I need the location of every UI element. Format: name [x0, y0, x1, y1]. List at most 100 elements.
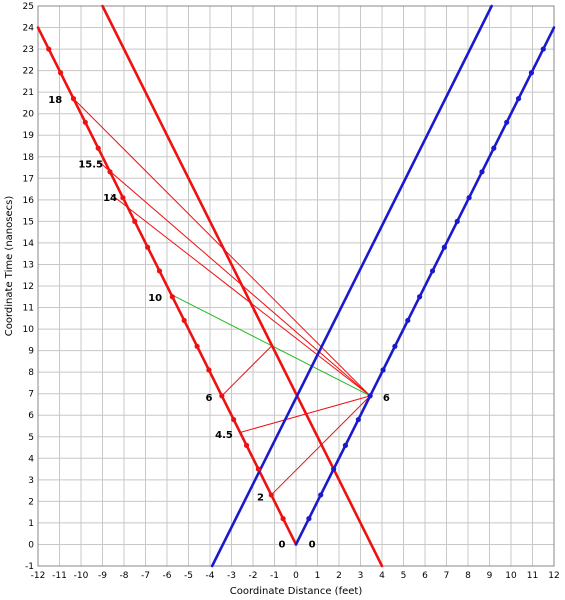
y-tick-label: 0 — [28, 540, 34, 550]
y-tick-label: 19 — [23, 131, 35, 141]
y-tick-label: 14 — [23, 239, 35, 249]
series-marker — [504, 119, 510, 125]
series-marker — [466, 195, 472, 201]
y-tick-label: 22 — [23, 67, 34, 77]
plot-border — [37, 5, 555, 567]
x-tick-label: -5 — [184, 571, 193, 581]
series-marker — [429, 268, 436, 274]
series-marker — [46, 46, 52, 52]
series-marker — [82, 119, 88, 125]
x-tick-label: -6 — [163, 571, 172, 581]
y-tick-label: 1 — [28, 519, 34, 529]
x-tick-label: -9 — [98, 571, 107, 581]
series-marker — [331, 466, 337, 472]
series-marker — [95, 145, 101, 151]
x-tick-label: 11 — [527, 571, 538, 581]
y-tick-label: 6 — [28, 411, 34, 421]
series-markers — [46, 46, 546, 522]
annotation-label: 0 — [279, 540, 286, 551]
series-marker — [243, 442, 250, 448]
y-tick-labels: -101234567891011121314151617181920212223… — [23, 2, 35, 572]
series-marker — [169, 294, 175, 300]
y-tick-label: 7 — [28, 390, 34, 400]
grid — [37, 5, 555, 567]
series-marker — [145, 244, 151, 250]
series-marker — [540, 46, 546, 52]
x-tick-label: -8 — [120, 571, 129, 581]
x-tick-label: -10 — [74, 571, 89, 581]
x-tick-label: 6 — [422, 571, 428, 581]
y-axis-label: Coordinate Time (nanosecs) — [4, 196, 15, 337]
series-marker — [120, 195, 126, 201]
y-tick-label: 2 — [28, 497, 34, 507]
series-marker — [107, 169, 113, 175]
series-marker — [306, 516, 312, 522]
y-tick-label: 3 — [28, 476, 34, 486]
y-tick-label: 25 — [23, 2, 34, 12]
x-tick-label: -12 — [31, 571, 46, 581]
annotation-label: 6 — [383, 393, 390, 404]
y-tick-label: 10 — [23, 325, 35, 335]
series-marker — [491, 145, 497, 151]
series-marker — [318, 492, 324, 498]
x-tick-label: 0 — [293, 571, 299, 581]
series-marker — [280, 516, 286, 522]
x-tick-label: -4 — [206, 571, 215, 581]
x-tick-label: -11 — [52, 571, 67, 581]
series-marker — [405, 317, 411, 324]
annotation-label: 14 — [103, 193, 117, 204]
x-tick-label: 4 — [379, 571, 385, 581]
series-marker — [70, 96, 77, 102]
annotation-label: 18 — [48, 95, 62, 106]
y-tick-label: 24 — [23, 24, 35, 34]
series-marker — [367, 393, 373, 399]
y-tick-label: 15 — [23, 217, 34, 227]
series-marker — [417, 294, 423, 300]
y-tick-label: 5 — [28, 433, 34, 443]
y-tick-label: 18 — [23, 153, 35, 163]
series-line-2 — [101, 4, 384, 568]
x-tick-label: 2 — [336, 571, 342, 581]
series-marker — [342, 442, 349, 448]
x-tick-label: 9 — [487, 571, 493, 581]
x-tick-label: 12 — [548, 571, 559, 581]
annotation-label: 4.5 — [215, 430, 233, 441]
series-line-3 — [210, 4, 493, 568]
x-tick-label: 5 — [401, 571, 407, 581]
plot-frame — [37, 5, 555, 567]
annotation-label: 0 — [309, 540, 316, 551]
x-tick-labels: -12 -11 -10 -9 -8 -7 -6 -5 -4 -3 -2 -1 0 1 2 3 4 5 6 7 8 9 10 1… — [31, 571, 560, 581]
x-tick-label: 1 — [315, 571, 321, 581]
y-tick-label: 13 — [23, 260, 34, 270]
series-marker — [380, 367, 386, 373]
x-axis-label: Coordinate Distance (feet) — [230, 586, 363, 597]
series-marker — [268, 492, 274, 498]
series-marker — [206, 367, 212, 373]
y-tick-label: 16 — [23, 196, 35, 206]
series-marker — [132, 218, 138, 224]
series-marker — [156, 268, 163, 274]
series-marker — [479, 169, 485, 175]
annotation-label: 10 — [148, 293, 162, 304]
x-tick-label: -3 — [227, 571, 236, 581]
series-marker — [454, 218, 460, 224]
x-tick-label: -2 — [249, 571, 258, 581]
series-marker — [515, 96, 522, 102]
light-ray — [221, 344, 273, 397]
series-line-1 — [294, 26, 556, 546]
annotation-label: 15.5 — [78, 160, 103, 171]
y-tick-label: 11 — [23, 304, 34, 314]
series-marker — [181, 317, 187, 324]
x-tick-label: 8 — [465, 571, 471, 581]
series-marker — [231, 416, 237, 423]
light-ray — [97, 160, 371, 397]
annotation-label: 2 — [257, 492, 264, 503]
y-tick-label: -1 — [25, 562, 34, 572]
annotations: 0 0 2 4.5 6 6 10 14 15.5 18 — [48, 95, 390, 551]
series-marker — [528, 70, 535, 76]
light-ray — [110, 194, 371, 397]
series-marker — [441, 244, 447, 250]
annotation-label: 6 — [205, 393, 212, 404]
x-tick-label: 3 — [358, 571, 364, 581]
